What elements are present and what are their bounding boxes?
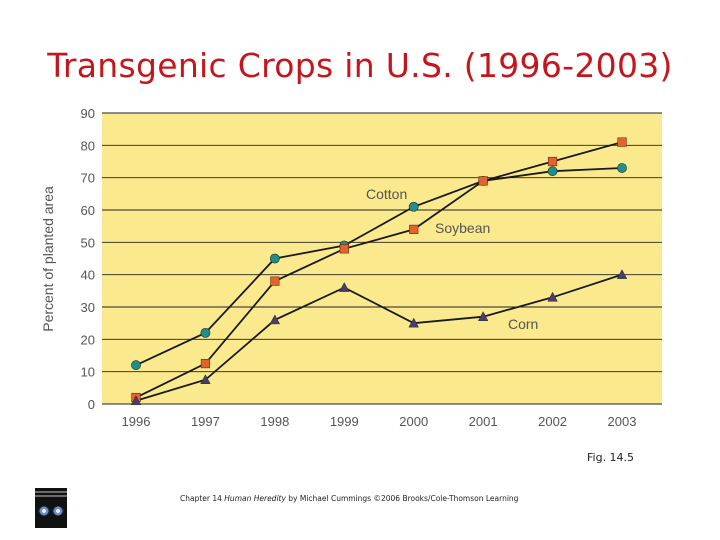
x-tick-label: 1999: [330, 414, 359, 429]
corn-line: [135, 273, 623, 402]
series-labels: Cotton Soybean Corn: [366, 186, 538, 332]
figure-label: Fig. 14.5: [587, 451, 635, 464]
cotton-point: [200, 327, 211, 338]
soybean-series-label: Soybean: [435, 220, 490, 236]
cotton-point: [269, 253, 280, 264]
soybean-line: [135, 141, 623, 399]
y-tick-label: 80: [81, 138, 95, 153]
y-axis-label: Percent of planted area: [40, 186, 56, 332]
credit-prefix: Chapter 14: [180, 494, 225, 503]
corn-point: [477, 311, 489, 321]
y-tick-label: 30: [81, 300, 95, 315]
cotton-point: [617, 163, 627, 173]
soybean-point: [409, 224, 419, 235]
y-tick-label: 60: [81, 203, 95, 218]
gridlines: [102, 112, 662, 405]
credit-suffix: by Michael Cummings ©2006 Brooks/Cole-Th…: [285, 494, 519, 503]
x-axis-ticks: 1996 1997 1998 1999 2000 2001 2002 2003: [122, 414, 637, 429]
series-lines: [135, 141, 623, 402]
corn-point: [269, 314, 281, 325]
y-tick-label: 50: [81, 235, 95, 250]
book-cover-icon: [35, 488, 67, 528]
corn-point: [200, 374, 211, 384]
slide-title: Transgenic Crops in U.S. (1996-2003): [47, 46, 673, 85]
cotton-point: [131, 360, 141, 371]
corn-series-label: Corn: [508, 316, 538, 332]
y-axis-ticks: 0 10 20 30 40 50 60 70 80 90: [81, 106, 95, 412]
soybean-point: [547, 156, 558, 167]
cotton-line: [135, 167, 623, 367]
corn-point: [339, 282, 350, 292]
corn-point: [616, 269, 628, 279]
x-tick-label: 2001: [469, 414, 498, 429]
x-tick-label: 2000: [399, 414, 428, 429]
cotton-point: [408, 201, 419, 212]
series-markers: [130, 137, 628, 406]
x-tick-label: 1998: [260, 414, 289, 429]
y-tick-label: 40: [81, 268, 95, 283]
y-tick-label: 70: [81, 171, 95, 186]
credit-book-title: Human Heredity: [224, 494, 286, 503]
x-tick-label: 1997: [191, 414, 220, 429]
corn-point: [130, 395, 142, 406]
plot-area: [102, 113, 662, 404]
y-tick-label: 0: [88, 397, 95, 412]
x-tick-label: 2002: [538, 414, 567, 429]
soybean-point: [200, 358, 211, 369]
y-tick-label: 20: [81, 332, 95, 347]
soybean-point: [339, 244, 349, 254]
corn-point: [408, 317, 419, 328]
soybean-point: [617, 137, 627, 147]
soybean-point: [478, 176, 488, 186]
y-tick-label: 10: [81, 365, 95, 380]
cotton-series-label: Cotton: [366, 186, 407, 202]
x-tick-label: 1996: [122, 414, 151, 429]
cotton-point: [547, 166, 558, 177]
soybean-point: [270, 276, 280, 286]
credit-line: Chapter 14 Human Heredity by Michael Cum…: [180, 494, 518, 503]
corn-point: [547, 291, 558, 302]
x-tick-label: 2003: [608, 414, 637, 429]
y-tick-label: 90: [81, 106, 95, 121]
